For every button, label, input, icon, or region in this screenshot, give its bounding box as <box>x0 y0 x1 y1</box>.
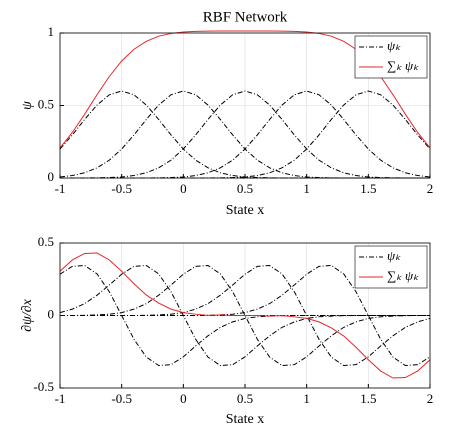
y-tick-label: -0.5 <box>33 379 54 394</box>
x-tick-label: 0 <box>180 391 187 406</box>
y-axis-label: ψ <box>20 101 35 110</box>
line-series <box>59 252 431 379</box>
legend-label: ψₖ <box>387 38 401 53</box>
legend-label: ψₖ <box>387 248 401 263</box>
line-series <box>60 264 430 367</box>
y-tick-label: 1 <box>48 24 55 39</box>
y-tick-label: 0 <box>48 306 55 321</box>
x-axis-label: State x <box>226 203 265 218</box>
line-series <box>59 90 430 179</box>
x-tick-label: 0.5 <box>237 391 253 406</box>
y-tick-label: 0 <box>48 169 55 184</box>
x-tick-label: 2 <box>427 391 434 406</box>
chart-title: RBF Network <box>203 9 288 25</box>
y-axis-label: ∂ψ/∂x <box>20 298 35 331</box>
x-tick-label: 0 <box>180 181 187 196</box>
x-tick-label: 0.5 <box>237 181 253 196</box>
line-series <box>60 90 430 179</box>
y-tick-label: 0.5 <box>38 234 54 249</box>
x-axis-label: State x <box>226 412 265 427</box>
line-series <box>59 264 430 367</box>
x-tick-label: 1.5 <box>360 391 376 406</box>
x-tick-label: -1 <box>55 181 66 196</box>
x-tick-label: -0.5 <box>111 391 132 406</box>
legend-box <box>354 35 428 79</box>
legend-box <box>354 245 428 289</box>
axes-frame <box>59 242 431 389</box>
x-tick-label: 1 <box>303 181 310 196</box>
y-tick-label: 0.5 <box>38 96 54 111</box>
axes-frame <box>59 32 431 179</box>
x-tick-label: 1.5 <box>360 181 376 196</box>
x-tick-label: -0.5 <box>111 181 132 196</box>
x-tick-label: 2 <box>427 181 434 196</box>
x-tick-label: 1 <box>303 391 310 406</box>
legend-label: ∑ₖ ψₖ <box>387 268 419 283</box>
x-tick-label: -1 <box>55 391 66 406</box>
legend-label: ∑ₖ ψₖ <box>387 58 419 73</box>
